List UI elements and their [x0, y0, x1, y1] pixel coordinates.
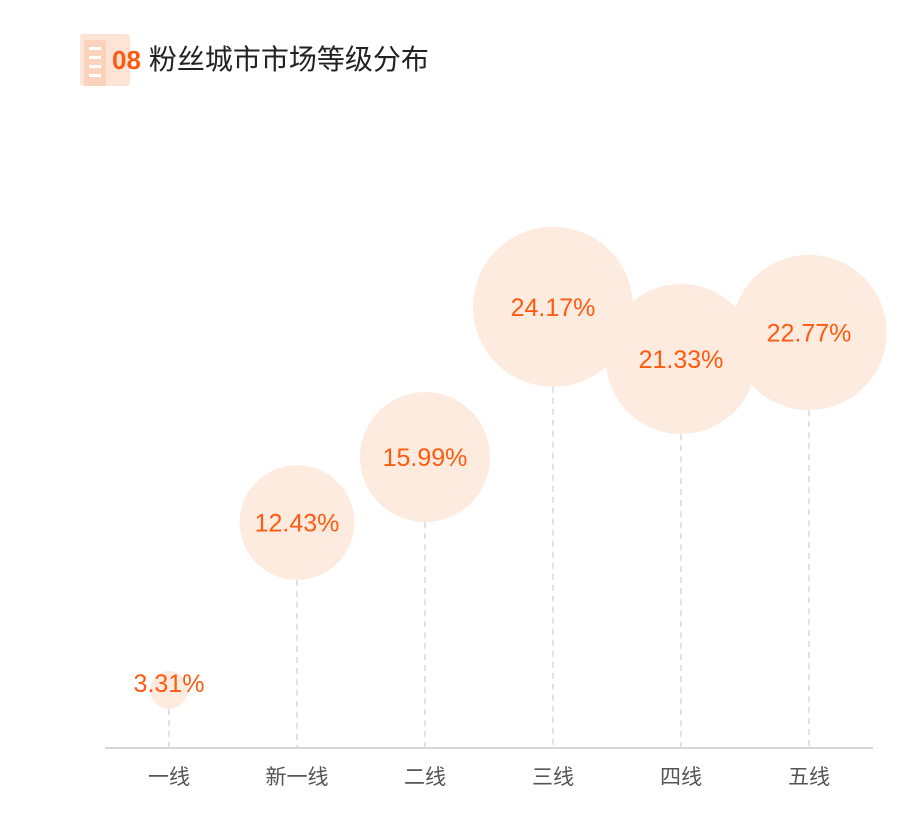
value-label: 12.43%	[255, 509, 340, 537]
category-label: 新一线	[266, 765, 329, 789]
value-label: 3.31%	[134, 670, 205, 698]
building-icon	[80, 34, 130, 86]
section-header: 08 粉丝城市市场等级分布	[80, 34, 429, 86]
bubble	[731, 254, 887, 411]
value-label: 21.33%	[639, 346, 724, 374]
bubble	[150, 671, 188, 709]
category-label: 二线	[404, 765, 446, 789]
section-number: 08	[112, 45, 141, 75]
category-label: 五线	[788, 765, 830, 789]
value-label: 22.77%	[767, 320, 852, 348]
chart-title: 粉丝城市市场等级分布	[148, 43, 429, 76]
value-label: 15.99%	[383, 444, 468, 472]
bubble	[359, 391, 491, 523]
bubble	[473, 226, 633, 387]
bubble	[605, 283, 757, 435]
value-label: 24.17%	[511, 294, 596, 322]
category-label: 三线	[532, 765, 574, 789]
category-label: 一线	[148, 765, 190, 789]
category-label: 四线	[660, 765, 702, 789]
bubble	[239, 465, 355, 580]
